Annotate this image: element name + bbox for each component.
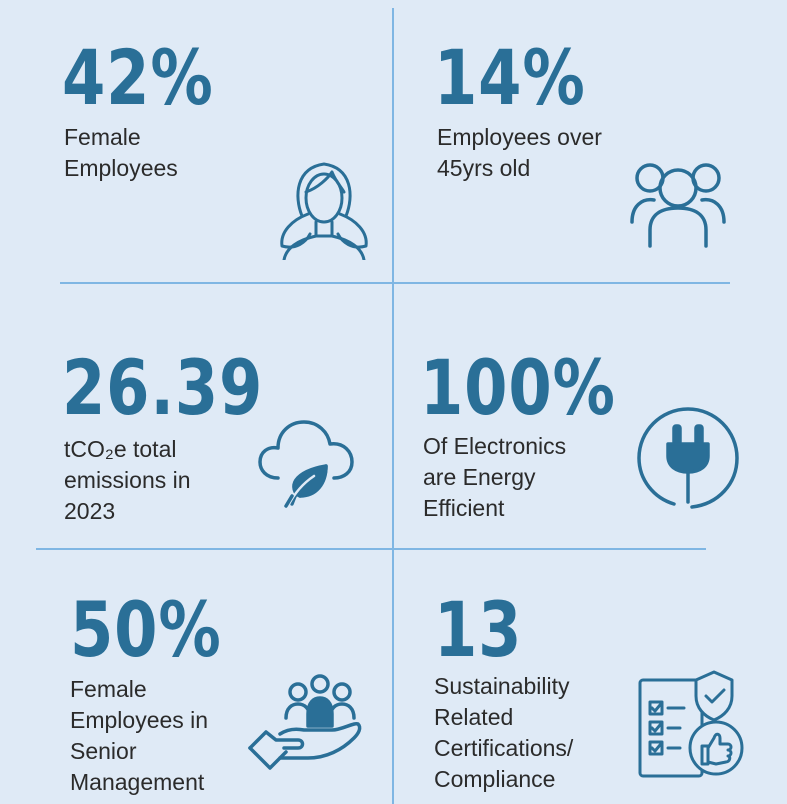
vertical-divider [392,8,394,804]
stat-label: tCO₂e total emissions in 2023 [64,436,191,524]
stat-value: 42% [62,33,214,122]
woman-icon [272,156,376,260]
horizontal-divider-bottom [36,548,706,550]
stat-value: 14% [434,33,586,122]
certification-checklist-icon [636,668,746,780]
stat-label: Female Employees [64,124,178,181]
stat-value: 100% [420,343,616,432]
horizontal-divider-top [60,282,730,284]
power-plug-icon [636,406,740,510]
hand-people-icon [246,670,366,774]
stat-label: Sustainability Related Certifications/Comp… [434,673,574,792]
stat-label: Of Electronics are Energy Efficient [423,433,567,521]
stat-value: 50% [70,585,222,674]
stat-label: Female Employees in Senior Management [70,676,209,795]
people-group-icon [628,158,728,250]
stat-value: 13 [434,585,523,674]
stat-label: Employees over 45yrs old [437,124,602,181]
cloud-leaf-icon [256,416,356,508]
stat-value: 26.39 [62,343,264,432]
